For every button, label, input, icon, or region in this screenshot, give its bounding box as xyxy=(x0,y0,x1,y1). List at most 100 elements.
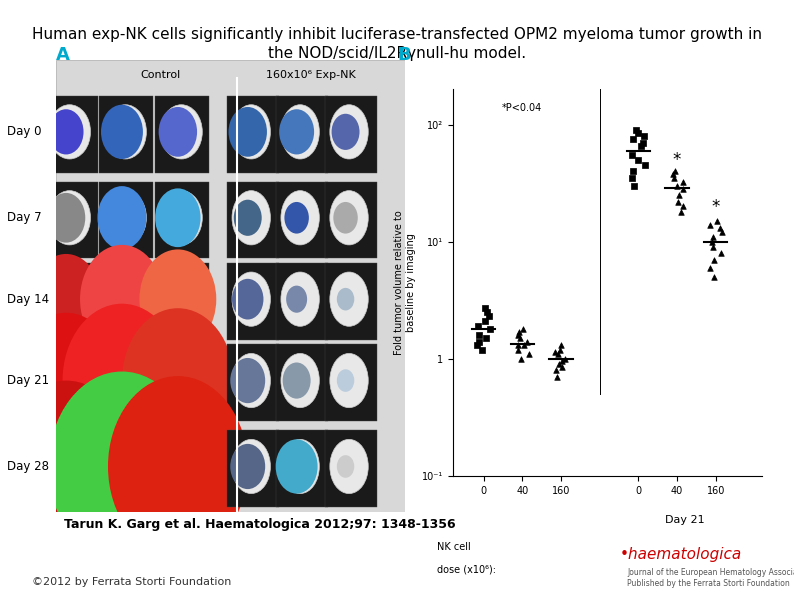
Point xyxy=(714,224,727,233)
Text: Day 21: Day 21 xyxy=(665,515,704,525)
FancyBboxPatch shape xyxy=(99,430,153,507)
Circle shape xyxy=(108,376,248,557)
Ellipse shape xyxy=(232,190,271,245)
FancyBboxPatch shape xyxy=(325,181,377,258)
Ellipse shape xyxy=(160,105,202,159)
Point xyxy=(550,372,563,382)
Point xyxy=(558,354,571,364)
Ellipse shape xyxy=(48,272,91,326)
Circle shape xyxy=(155,189,201,247)
Point xyxy=(707,272,720,281)
Point xyxy=(472,330,485,340)
Circle shape xyxy=(230,358,265,403)
Text: *P<0.04: *P<0.04 xyxy=(502,103,542,113)
FancyBboxPatch shape xyxy=(276,345,328,421)
Circle shape xyxy=(159,107,197,156)
Point xyxy=(703,263,716,273)
Ellipse shape xyxy=(105,105,146,159)
Ellipse shape xyxy=(232,439,271,494)
Circle shape xyxy=(284,202,309,234)
FancyBboxPatch shape xyxy=(99,96,153,173)
Point xyxy=(482,312,495,321)
Point xyxy=(476,345,488,355)
FancyBboxPatch shape xyxy=(99,345,153,421)
Point xyxy=(711,217,723,226)
Circle shape xyxy=(63,303,181,458)
Point xyxy=(631,155,644,165)
Text: *: * xyxy=(711,198,720,216)
Point xyxy=(472,337,485,346)
Ellipse shape xyxy=(281,272,319,326)
FancyBboxPatch shape xyxy=(276,430,328,507)
FancyBboxPatch shape xyxy=(44,96,98,173)
FancyBboxPatch shape xyxy=(325,96,377,173)
Text: Day 28: Day 28 xyxy=(6,460,48,473)
Circle shape xyxy=(13,313,118,449)
Ellipse shape xyxy=(330,190,368,245)
Text: Tarun K. Garg et al. Haematologica 2012;97: 1348-1356: Tarun K. Garg et al. Haematologica 2012;… xyxy=(64,518,455,531)
Ellipse shape xyxy=(281,105,319,159)
Ellipse shape xyxy=(232,105,271,159)
Point xyxy=(480,333,493,343)
Point xyxy=(513,333,526,343)
Circle shape xyxy=(337,369,354,392)
Point xyxy=(708,255,721,265)
Text: ©2012 by Ferrata Storti Foundation: ©2012 by Ferrata Storti Foundation xyxy=(32,577,231,587)
Ellipse shape xyxy=(281,439,319,494)
Point xyxy=(715,248,727,258)
Point xyxy=(516,324,529,334)
Ellipse shape xyxy=(330,105,368,159)
Ellipse shape xyxy=(48,105,91,159)
Ellipse shape xyxy=(330,439,368,494)
Point xyxy=(669,167,681,176)
FancyBboxPatch shape xyxy=(44,345,98,421)
Point xyxy=(703,220,716,229)
Ellipse shape xyxy=(160,353,202,408)
FancyBboxPatch shape xyxy=(44,263,98,340)
Ellipse shape xyxy=(48,190,91,245)
Circle shape xyxy=(80,245,164,353)
Ellipse shape xyxy=(48,439,91,494)
Point xyxy=(484,324,496,334)
Point xyxy=(627,134,640,144)
Point xyxy=(627,181,640,190)
Ellipse shape xyxy=(48,353,91,408)
Point xyxy=(676,202,689,211)
Ellipse shape xyxy=(105,190,146,245)
Text: NK cell: NK cell xyxy=(437,541,471,552)
Point xyxy=(673,190,686,200)
FancyBboxPatch shape xyxy=(44,181,98,258)
Text: dose (x10⁶):: dose (x10⁶): xyxy=(437,565,496,575)
Text: Day 7: Day 7 xyxy=(6,211,41,224)
FancyBboxPatch shape xyxy=(99,181,153,258)
FancyBboxPatch shape xyxy=(155,263,210,340)
Ellipse shape xyxy=(281,353,319,408)
Point xyxy=(549,347,561,356)
Text: Human exp-NK cells significantly inhibit luciferase-transfected OPM2 myeloma tum: Human exp-NK cells significantly inhibit… xyxy=(32,27,762,42)
Point xyxy=(512,341,525,350)
Point xyxy=(666,169,679,178)
Circle shape xyxy=(229,107,267,156)
Text: Journal of the European Hematology Association
Published by the Ferrata Storti F: Journal of the European Hematology Assoc… xyxy=(627,568,794,588)
Point xyxy=(677,184,690,194)
FancyBboxPatch shape xyxy=(276,96,328,173)
FancyBboxPatch shape xyxy=(325,430,377,507)
Text: A: A xyxy=(56,45,69,64)
Circle shape xyxy=(140,249,216,349)
FancyBboxPatch shape xyxy=(155,181,210,258)
Point xyxy=(636,138,649,148)
FancyBboxPatch shape xyxy=(155,430,210,507)
Point xyxy=(707,232,719,242)
Circle shape xyxy=(31,254,101,345)
Ellipse shape xyxy=(330,353,368,408)
Circle shape xyxy=(122,308,233,453)
Point xyxy=(672,197,684,206)
FancyBboxPatch shape xyxy=(227,96,279,173)
Circle shape xyxy=(283,362,310,399)
Circle shape xyxy=(230,444,265,489)
Circle shape xyxy=(333,202,358,234)
Point xyxy=(705,237,718,246)
Point xyxy=(515,354,528,364)
Circle shape xyxy=(286,286,307,313)
Point xyxy=(511,345,524,355)
